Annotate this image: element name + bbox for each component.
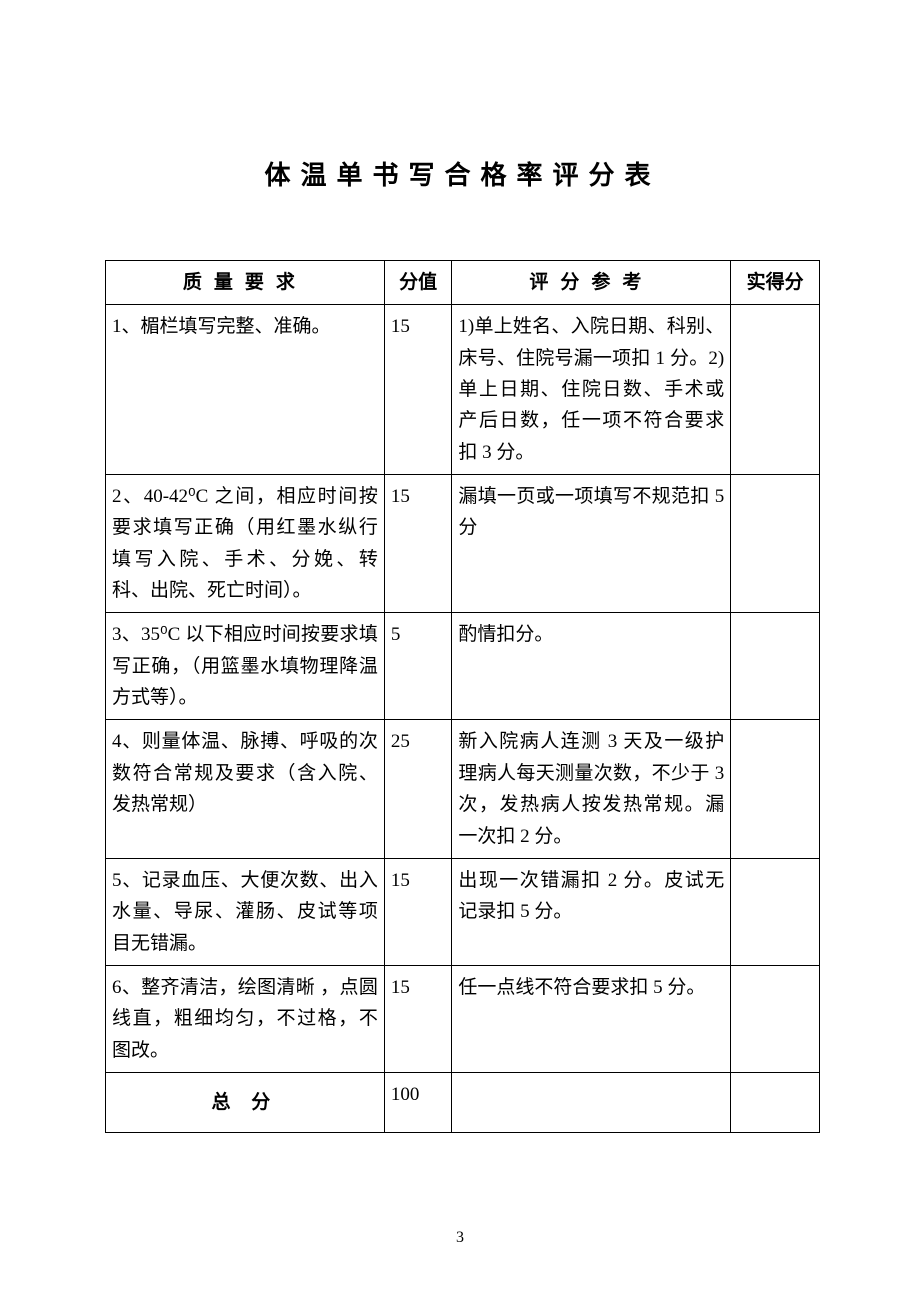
document-page: 体温单书写合格率评分表 质量要求 分值 评分参考 实得分 1、楣栏填写完整、准确… bbox=[0, 0, 920, 1133]
cell-actual bbox=[731, 720, 820, 858]
cell-reference: 出现一次错漏扣 2 分。皮试无记录扣 5 分。 bbox=[452, 858, 731, 965]
cell-requirement: 2、40-42⁰C 之间，相应时间按要求填写正确（用红墨水纵行填写入院、手术、分… bbox=[106, 475, 385, 613]
col-header-actual: 实得分 bbox=[731, 261, 820, 305]
cell-requirement: 1、楣栏填写完整、准确。 bbox=[106, 305, 385, 475]
col-header-score: 分值 bbox=[384, 261, 452, 305]
table-header: 质量要求 分值 评分参考 实得分 bbox=[106, 261, 820, 305]
table-row: 3、35⁰C 以下相应时间按要求填写正确，（用篮墨水填物理降温方式等）。 5 酌… bbox=[106, 613, 820, 720]
cell-actual bbox=[731, 965, 820, 1072]
cell-reference: 新入院病人连测 3 天及一级护理病人每天测量次数，不少于 3 次，发热病人按发热… bbox=[452, 720, 731, 858]
page-title: 体温单书写合格率评分表 bbox=[105, 155, 820, 192]
total-label: 总 分 bbox=[106, 1072, 385, 1132]
col-header-reference: 评分参考 bbox=[452, 261, 731, 305]
page-number: 3 bbox=[0, 1229, 920, 1247]
table-row: 4、则量体温、脉搏、呼吸的次数符合常规及要求（含入院、发热常规） 25 新入院病… bbox=[106, 720, 820, 858]
cell-requirement: 3、35⁰C 以下相应时间按要求填写正确，（用篮墨水填物理降温方式等）。 bbox=[106, 613, 385, 720]
cell-reference: 酌情扣分。 bbox=[452, 613, 731, 720]
table-row: 1、楣栏填写完整、准确。 15 1)单上姓名、入院日期、科别、床号、住院号漏一项… bbox=[106, 305, 820, 475]
total-reference bbox=[452, 1072, 731, 1132]
table-row: 2、40-42⁰C 之间，相应时间按要求填写正确（用红墨水纵行填写入院、手术、分… bbox=[106, 475, 820, 613]
cell-actual bbox=[731, 613, 820, 720]
table-row: 6、整齐清洁，绘图清晰 ，点圆线直，粗细均匀，不过格，不图改。 15 任一点线不… bbox=[106, 965, 820, 1072]
cell-reference: 任一点线不符合要求扣 5 分。 bbox=[452, 965, 731, 1072]
total-score: 100 bbox=[384, 1072, 452, 1132]
table-row: 5、记录血压、大便次数、出入水量、导尿、灌肠、皮试等项目无错漏。 15 出现一次… bbox=[106, 858, 820, 965]
cell-actual bbox=[731, 305, 820, 475]
cell-score: 25 bbox=[384, 720, 452, 858]
scoring-table: 质量要求 分值 评分参考 实得分 1、楣栏填写完整、准确。 15 1)单上姓名、… bbox=[105, 260, 820, 1133]
cell-score: 15 bbox=[384, 305, 452, 475]
cell-requirement: 5、记录血压、大便次数、出入水量、导尿、灌肠、皮试等项目无错漏。 bbox=[106, 858, 385, 965]
cell-score: 15 bbox=[384, 858, 452, 965]
cell-reference: 1)单上姓名、入院日期、科别、床号、住院号漏一项扣 1 分。2)单上日期、住院日… bbox=[452, 305, 731, 475]
cell-requirement: 4、则量体温、脉搏、呼吸的次数符合常规及要求（含入院、发热常规） bbox=[106, 720, 385, 858]
cell-score: 5 bbox=[384, 613, 452, 720]
table-total-row: 总 分 100 bbox=[106, 1072, 820, 1132]
cell-score: 15 bbox=[384, 475, 452, 613]
cell-score: 15 bbox=[384, 965, 452, 1072]
cell-reference: 漏填一页或一项填写不规范扣 5 分 bbox=[452, 475, 731, 613]
cell-actual bbox=[731, 858, 820, 965]
col-header-requirement: 质量要求 bbox=[106, 261, 385, 305]
cell-requirement: 6、整齐清洁，绘图清晰 ，点圆线直，粗细均匀，不过格，不图改。 bbox=[106, 965, 385, 1072]
total-actual bbox=[731, 1072, 820, 1132]
cell-actual bbox=[731, 475, 820, 613]
